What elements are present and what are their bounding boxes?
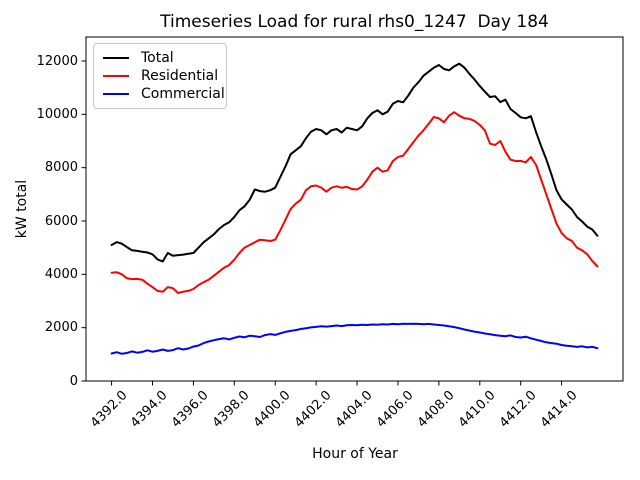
x-axis-label: Hour of Year — [312, 446, 398, 462]
legend-line-sample-total — [103, 57, 129, 59]
line-total — [110, 62, 599, 263]
y-tick-label: 10000 — [36, 106, 78, 122]
y-tick-label: 4000 — [44, 266, 78, 282]
legend-entry-commercial: Commercial — [103, 85, 225, 103]
chart-title: Timeseries Load for rural rhs0_1247 Day … — [160, 12, 549, 32]
legend-entry-total: Total — [103, 49, 218, 67]
axes-frame — [85, 36, 624, 382]
legend-line-sample-commercial — [103, 93, 129, 95]
y-tick-label: 0 — [69, 373, 78, 389]
legend-entry-residential: Residential — [103, 67, 218, 85]
y-tick-label: 12000 — [36, 53, 78, 69]
y-tick-label: 6000 — [44, 213, 78, 229]
legend-label-commercial: Commercial — [141, 86, 225, 102]
legend: Total Residential Commercial — [93, 43, 227, 109]
line-commercial — [110, 322, 599, 355]
legend-label-total: Total — [141, 50, 174, 66]
legend-label-residential: Residential — [141, 68, 219, 84]
legend-line-sample-residential — [103, 75, 129, 77]
line-residential — [110, 111, 599, 294]
y-tick-label: 2000 — [44, 320, 78, 336]
y-tick-label: 8000 — [44, 160, 78, 176]
